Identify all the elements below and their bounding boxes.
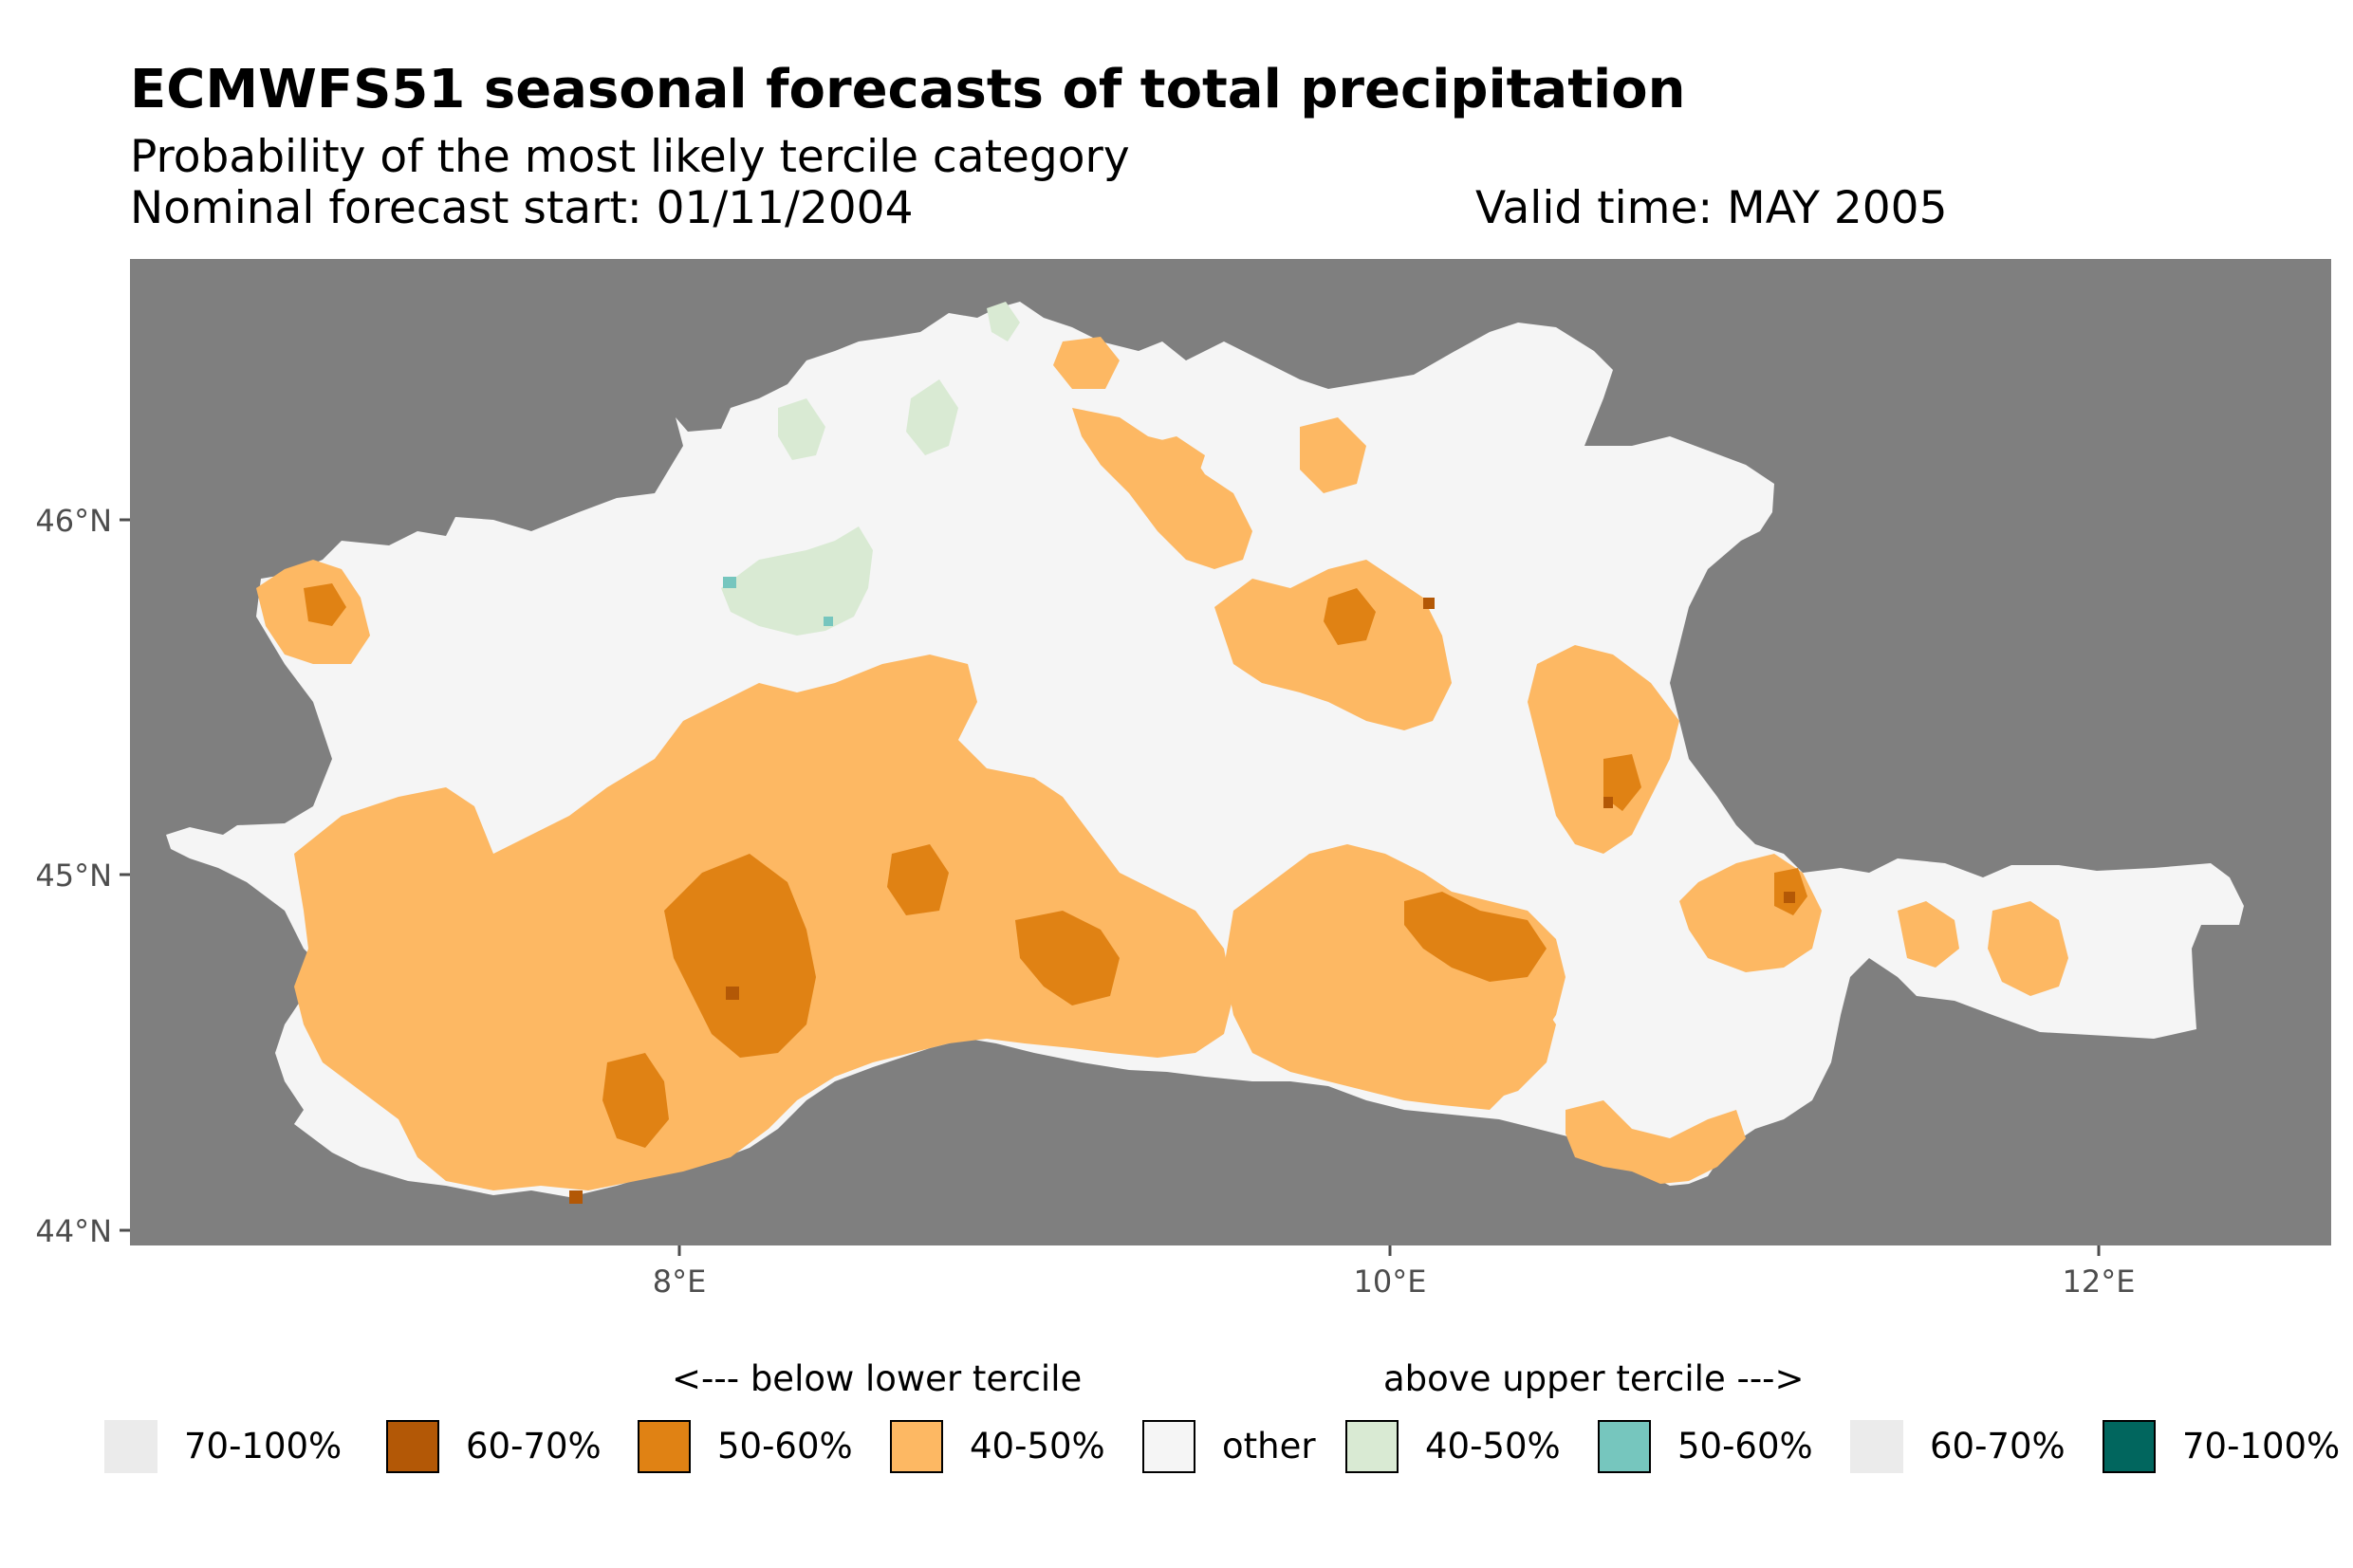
map-subtitle: Probability of the most likely tercile c… bbox=[130, 131, 1130, 183]
legend-label: 60-70% bbox=[466, 1426, 602, 1467]
below-60-70-regions bbox=[569, 598, 1795, 1204]
region-far-east-2 bbox=[1898, 901, 1959, 968]
hotspot-lombardy bbox=[1404, 892, 1547, 982]
teal-cell-1 bbox=[723, 577, 736, 588]
y-tick-label-44: 44°N bbox=[35, 1213, 112, 1249]
cell-5 bbox=[1603, 797, 1613, 808]
legend-below-heading: <--- below lower tercile bbox=[672, 1358, 1083, 1399]
legend-swatch bbox=[1142, 1420, 1195, 1473]
legend-swatch bbox=[104, 1420, 157, 1473]
hotspot-north-lake bbox=[1324, 588, 1376, 645]
x-tick-label-12: 12°E bbox=[2062, 1264, 2136, 1300]
legend-label: 70-100% bbox=[184, 1426, 343, 1467]
region-east-1 bbox=[1528, 645, 1679, 854]
legend-label: 50-60% bbox=[717, 1426, 853, 1467]
legend-above-heading: above upper tercile ---> bbox=[1383, 1358, 1805, 1399]
cell-1 bbox=[726, 987, 739, 1000]
green-patch-northwest bbox=[778, 398, 825, 460]
region-north-small-3 bbox=[1139, 436, 1205, 489]
legend-swatch bbox=[2103, 1420, 2156, 1473]
region-north-small-2 bbox=[1300, 417, 1366, 493]
legend-label: 40-50% bbox=[1425, 1426, 1561, 1467]
legend-swatch bbox=[890, 1420, 943, 1473]
region-north-strip bbox=[1072, 408, 1252, 569]
x-tick-label-8: 8°E bbox=[652, 1264, 707, 1300]
region-far-east-1 bbox=[1988, 901, 2068, 996]
region-southeast bbox=[1566, 1100, 1746, 1184]
valid-time-label: Valid time: MAY 2005 bbox=[1475, 182, 1948, 234]
legend-label: other bbox=[1222, 1426, 1316, 1467]
hotspot-mid bbox=[887, 844, 949, 915]
cell-4 bbox=[1784, 892, 1795, 903]
cell-2 bbox=[569, 1190, 583, 1204]
green-patch-alps bbox=[906, 379, 958, 455]
axis-ticks bbox=[120, 518, 2101, 1256]
legend-label: 50-60% bbox=[1677, 1426, 1813, 1467]
hotspot-center bbox=[1015, 911, 1120, 1005]
legend-swatch bbox=[1850, 1420, 1903, 1473]
legend-swatch bbox=[386, 1420, 439, 1473]
above-50-60-regions bbox=[723, 577, 833, 626]
region-north-small-1 bbox=[1053, 337, 1120, 389]
green-patch-peak bbox=[987, 302, 1020, 341]
teal-cell-2 bbox=[824, 617, 833, 626]
region-center-north bbox=[1214, 560, 1452, 730]
above-40-50-regions bbox=[721, 302, 1020, 636]
hotspot-south bbox=[602, 1053, 669, 1148]
region-east-coast bbox=[1452, 987, 1556, 1100]
legend-swatch bbox=[1345, 1420, 1399, 1473]
hotspot-piedmont bbox=[664, 854, 816, 1058]
green-patch-north bbox=[721, 526, 873, 636]
hotspot-west bbox=[304, 583, 346, 626]
legend-label: 70-100% bbox=[2182, 1426, 2341, 1467]
legend-label: 60-70% bbox=[1930, 1426, 2066, 1467]
legend-swatch bbox=[638, 1420, 691, 1473]
y-tick-label-45: 45°N bbox=[35, 858, 112, 894]
y-tick-label-46: 46°N bbox=[35, 503, 112, 539]
map-title: ECMWFS51 seasonal forecasts of total pre… bbox=[130, 59, 1686, 120]
forecast-start-label: Nominal forecast start: 01/11/2004 bbox=[130, 182, 914, 234]
legend-swatch bbox=[1598, 1420, 1651, 1473]
cell-3 bbox=[1423, 598, 1435, 609]
x-tick-label-10: 10°E bbox=[1353, 1264, 1427, 1300]
legend-label: 40-50% bbox=[970, 1426, 1105, 1467]
